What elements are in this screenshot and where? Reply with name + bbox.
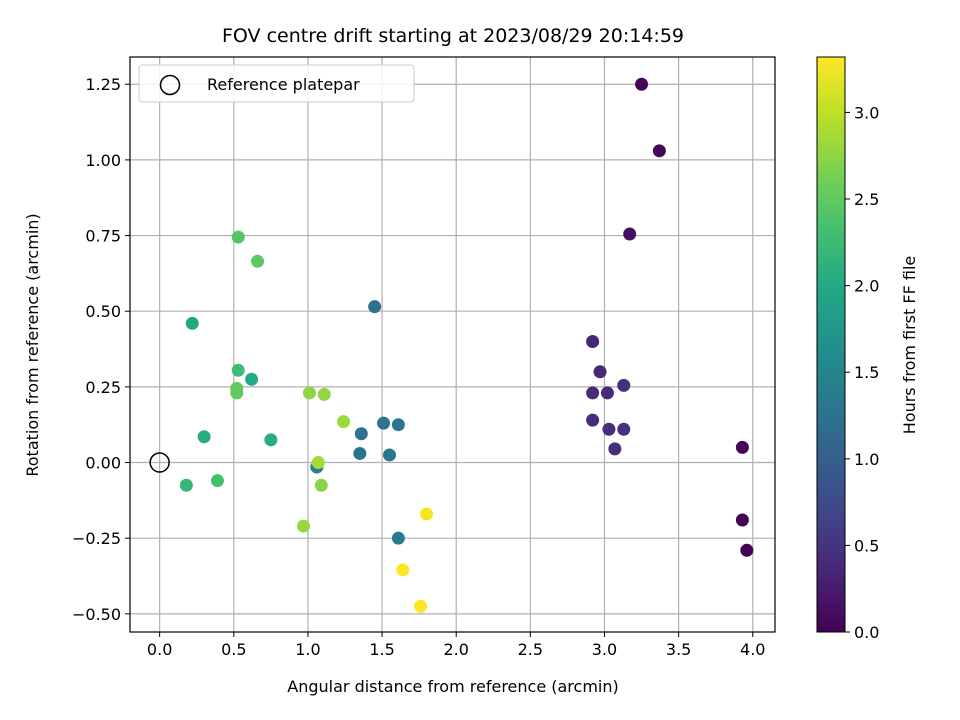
data-point: [623, 227, 637, 241]
data-point: [586, 386, 600, 400]
y-axis-ticks: −0.50 −0.25 0.00 0.25 0.50 0.75 1.00 1.25: [72, 75, 130, 624]
plot-frame: [129, 56, 776, 633]
data-point: [245, 372, 259, 386]
data-point: [231, 363, 245, 377]
x-tick-label: 3.5: [666, 640, 691, 659]
colorbar-tick-label: 1.5: [854, 363, 879, 382]
colorbar-tick-label: 0.0: [854, 623, 879, 642]
data-point: [617, 378, 631, 392]
data-point: [354, 427, 368, 441]
colorbar-tick-label: 1.0: [854, 450, 879, 469]
x-axis-ticks: 0.0 0.5 1.0 1.5 2.0 2.5 3.0 3.5 4.0: [147, 632, 765, 659]
chart-title: FOV centre drift starting at 2023/08/29 …: [222, 25, 684, 47]
data-point: [317, 387, 331, 401]
data-point: [185, 316, 199, 330]
data-point: [608, 442, 622, 456]
data-point: [353, 446, 367, 460]
data-point: [586, 413, 600, 427]
x-tick-label: 1.5: [369, 640, 394, 659]
x-tick-label: 4.0: [740, 640, 765, 659]
data-point: [264, 433, 278, 447]
legend-label: Reference platepar: [207, 75, 360, 94]
x-tick-label: 3.0: [592, 640, 617, 659]
data-point: [311, 456, 325, 470]
y-tick-label: 0.50: [85, 302, 121, 321]
colorbar: 0.0 0.5 1.0 1.5 2.0 2.5 3.0 Hours from first F…: [816, 56, 919, 642]
data-point: [735, 513, 749, 527]
x-axis-label: Angular distance from reference (arcmin): [287, 677, 618, 696]
y-tick-label: −0.25: [72, 529, 121, 548]
x-tick-label: 1.0: [295, 640, 320, 659]
data-point: [600, 386, 614, 400]
colorbar-tick-label: 0.5: [854, 536, 879, 555]
data-point: [368, 300, 382, 314]
data-point: [602, 422, 616, 436]
legend-marker-circle: [159, 74, 181, 96]
data-point: [210, 474, 224, 488]
data-point: [179, 478, 193, 492]
x-tick-label: 2.5: [518, 640, 543, 659]
data-point: [414, 599, 428, 613]
legend-box: [138, 64, 415, 103]
colorbar-tick-label: 3.0: [854, 103, 879, 122]
data-point: [652, 144, 666, 158]
colorbar-tick-label: 2.5: [854, 190, 879, 209]
data-point: [314, 478, 328, 492]
data-point: [337, 415, 351, 429]
y-tick-label: 1.25: [85, 75, 121, 94]
data-point: [593, 365, 607, 379]
data-point: [231, 230, 245, 244]
data-point: [396, 563, 410, 577]
data-point: [740, 543, 754, 557]
y-tick-label: 0.25: [85, 378, 121, 397]
data-point: [302, 386, 316, 400]
reference-platepar-marker: [149, 452, 170, 473]
reference-point: [149, 452, 170, 473]
data-point: [391, 531, 405, 545]
x-tick-label: 0.5: [221, 640, 246, 659]
data-point: [420, 507, 434, 521]
y-axis-label: Rotation from reference (arcmin): [23, 213, 42, 476]
data-point: [391, 418, 405, 432]
data-point: [377, 416, 391, 430]
x-tick-label: 0.0: [147, 640, 172, 659]
data-point: [735, 440, 749, 454]
data-points: [179, 77, 754, 613]
data-point: [230, 386, 244, 400]
data-point: [382, 448, 396, 462]
x-tick-label: 2.0: [443, 640, 468, 659]
data-point: [635, 77, 649, 91]
y-tick-label: 1.00: [85, 151, 121, 170]
data-point: [617, 422, 631, 436]
y-tick-label: −0.50: [72, 605, 121, 624]
legend: Reference platepar: [138, 64, 415, 103]
colorbar-gradient: [816, 56, 846, 633]
data-point: [586, 334, 600, 348]
y-tick-label: 0.00: [85, 454, 121, 473]
y-tick-label: 0.75: [85, 227, 121, 246]
colorbar-tick-label: 2.0: [854, 277, 879, 296]
data-point: [296, 519, 310, 533]
colorbar-label: Hours from first FF file: [900, 256, 919, 435]
data-point: [251, 254, 265, 268]
grid-lines: [130, 57, 775, 632]
colorbar-ticks: 0.0 0.5 1.0 1.5 2.0 2.5 3.0: [845, 103, 879, 642]
data-point: [197, 430, 211, 444]
